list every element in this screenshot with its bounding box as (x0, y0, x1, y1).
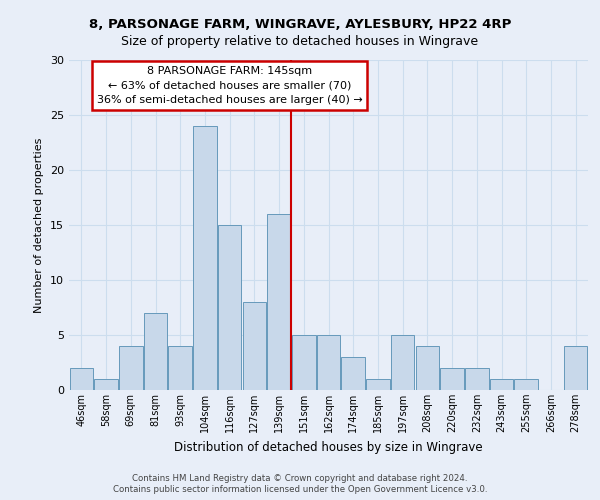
Bar (366, 379, 389, 390)
Bar (193, 126, 217, 390)
Bar (564, 346, 587, 390)
Text: 8, PARSONAGE FARM, WINGRAVE, AYLESBURY, HP22 4RP: 8, PARSONAGE FARM, WINGRAVE, AYLESBURY, … (89, 18, 511, 30)
Text: Contains HM Land Registry data © Crown copyright and database right 2024.
Contai: Contains HM Land Registry data © Crown c… (113, 474, 487, 494)
Text: Size of property relative to detached houses in Wingrave: Size of property relative to detached ho… (121, 35, 479, 48)
Bar (94, 379, 118, 390)
Bar (490, 379, 513, 390)
Bar (391, 335, 415, 390)
Bar (341, 357, 365, 390)
Bar (465, 368, 488, 390)
Bar (268, 214, 291, 390)
Bar (242, 302, 266, 390)
Bar (119, 346, 143, 390)
Bar (317, 335, 340, 390)
Bar (416, 346, 439, 390)
Y-axis label: Number of detached properties: Number of detached properties (34, 138, 44, 312)
Bar (514, 379, 538, 390)
Bar (70, 368, 93, 390)
Bar (218, 225, 241, 390)
Text: 8 PARSONAGE FARM: 145sqm
← 63% of detached houses are smaller (70)
36% of semi-d: 8 PARSONAGE FARM: 145sqm ← 63% of detach… (97, 66, 362, 105)
Bar (144, 313, 167, 390)
Bar (440, 368, 464, 390)
Bar (169, 346, 192, 390)
X-axis label: Distribution of detached houses by size in Wingrave: Distribution of detached houses by size … (174, 440, 483, 454)
Bar (292, 335, 316, 390)
